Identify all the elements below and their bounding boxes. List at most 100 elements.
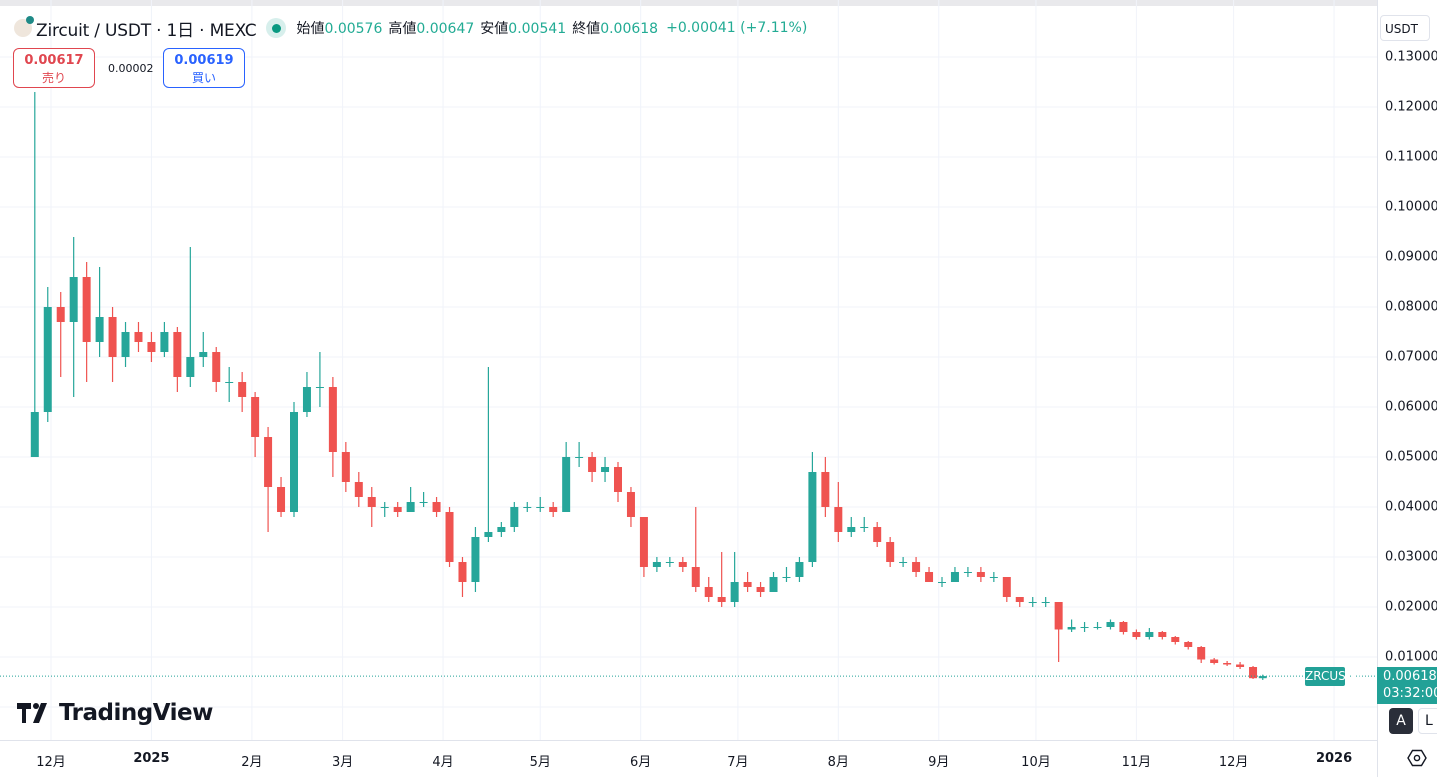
candle-body [1093, 627, 1102, 628]
candle [782, 567, 791, 582]
candle [1093, 622, 1102, 630]
candle-body [419, 502, 428, 503]
time-tick: 11月 [1121, 755, 1152, 770]
candle-body [950, 572, 959, 582]
price-tick: 0.13000 [1385, 49, 1437, 65]
candle [769, 572, 778, 592]
ohlc-high: 高値0.00647 [388, 21, 475, 37]
symbol-title[interactable]: Zircuit / USDT · 1日 · MEXC [36, 20, 257, 41]
candle [1080, 622, 1089, 632]
candle-body [225, 382, 234, 383]
candle [186, 247, 195, 387]
last-price-tag: 0.00618 03:32:00 [1377, 667, 1437, 704]
candle [575, 442, 584, 467]
price-tick: 0.06000 [1385, 399, 1437, 415]
candle-body [549, 507, 558, 512]
tradingview-wordmark: TradingView [59, 700, 213, 726]
candle-body [1041, 602, 1050, 603]
candle [406, 487, 415, 512]
candle [121, 322, 130, 367]
candle-body [938, 582, 946, 583]
settings-icon[interactable] [1407, 748, 1427, 768]
currency-selector[interactable]: USDT [1380, 15, 1430, 41]
chart-legend: Zircuit / USDT · 1日 · MEXC 始値0.00576 高値0… [14, 15, 807, 41]
sell-button[interactable]: 0.00617 売り [13, 48, 95, 88]
candle [160, 322, 169, 357]
price-tick: 0.10000 [1385, 199, 1437, 215]
candle [290, 402, 298, 517]
market-status-icon[interactable] [266, 18, 287, 38]
candle-body [989, 577, 998, 578]
candle [393, 502, 402, 517]
candle [108, 307, 117, 382]
candle [860, 517, 869, 532]
candle [432, 497, 441, 517]
candle [225, 367, 234, 402]
time-tick: 6月 [630, 755, 652, 770]
log-scale-button[interactable]: L [1418, 708, 1437, 734]
spread-value: 0.00002 [108, 62, 154, 75]
candle-body [367, 497, 376, 507]
candle [69, 237, 78, 397]
candle-body [1171, 637, 1180, 642]
candle [147, 332, 156, 362]
candle [549, 502, 558, 517]
auto-scale-button[interactable]: A [1389, 708, 1413, 734]
grid [0, 0, 1377, 740]
candle-body [1249, 667, 1258, 679]
bar-countdown: 03:32:00 [1383, 686, 1437, 701]
candle [419, 492, 428, 507]
candle-body [212, 352, 221, 382]
candle [562, 442, 571, 512]
candle-body [1158, 632, 1167, 637]
candle [1236, 662, 1245, 669]
candle [938, 577, 946, 587]
candle [873, 522, 882, 547]
tradingview-logo[interactable]: TradingView [17, 700, 213, 726]
candle-body [795, 562, 804, 577]
candle [730, 552, 739, 607]
candle-body [1106, 622, 1115, 627]
time-tick: 3月 [331, 755, 354, 770]
candle [1223, 661, 1232, 666]
candle-body [601, 467, 610, 472]
candle [821, 457, 830, 517]
buy-price: 0.00619 [174, 53, 234, 68]
candle [1067, 619, 1076, 632]
buy-button[interactable]: 0.00619 買い [163, 48, 245, 88]
candle-body [575, 457, 584, 458]
candle [756, 582, 765, 597]
candles [30, 92, 1267, 680]
time-tick: 7月 [727, 755, 749, 770]
candle-body [782, 577, 791, 578]
candle-body [847, 527, 856, 532]
candle [795, 557, 804, 582]
candle [497, 522, 506, 537]
candle-body [341, 452, 350, 482]
candle [1249, 666, 1258, 679]
candle [82, 262, 91, 382]
candle-body [238, 382, 247, 397]
price-tick: 0.02000 [1385, 599, 1437, 615]
sell-price: 0.00617 [24, 53, 84, 68]
candle-body [717, 597, 726, 602]
candle-body [1054, 602, 1063, 630]
candle [912, 557, 921, 577]
time-axis[interactable]: 12月 2025 2月 3月 4月 5月 6月 7月 8月 9月 10月 11月 12月 2026 [0, 740, 1377, 778]
candle [1054, 602, 1063, 662]
candle-body [445, 512, 454, 562]
candle-body [899, 562, 908, 563]
candle-body [963, 572, 972, 573]
candle [1119, 621, 1128, 635]
candle [899, 557, 908, 567]
candle-body [264, 437, 273, 487]
candle [341, 442, 350, 492]
candle [1015, 597, 1024, 607]
candle-body [769, 577, 778, 592]
candle [925, 567, 934, 582]
candle-body [69, 277, 78, 322]
candle [380, 502, 389, 517]
candlestick-chart[interactable] [0, 0, 1377, 740]
candle-body [652, 562, 661, 567]
price-axis[interactable] [1377, 0, 1437, 777]
